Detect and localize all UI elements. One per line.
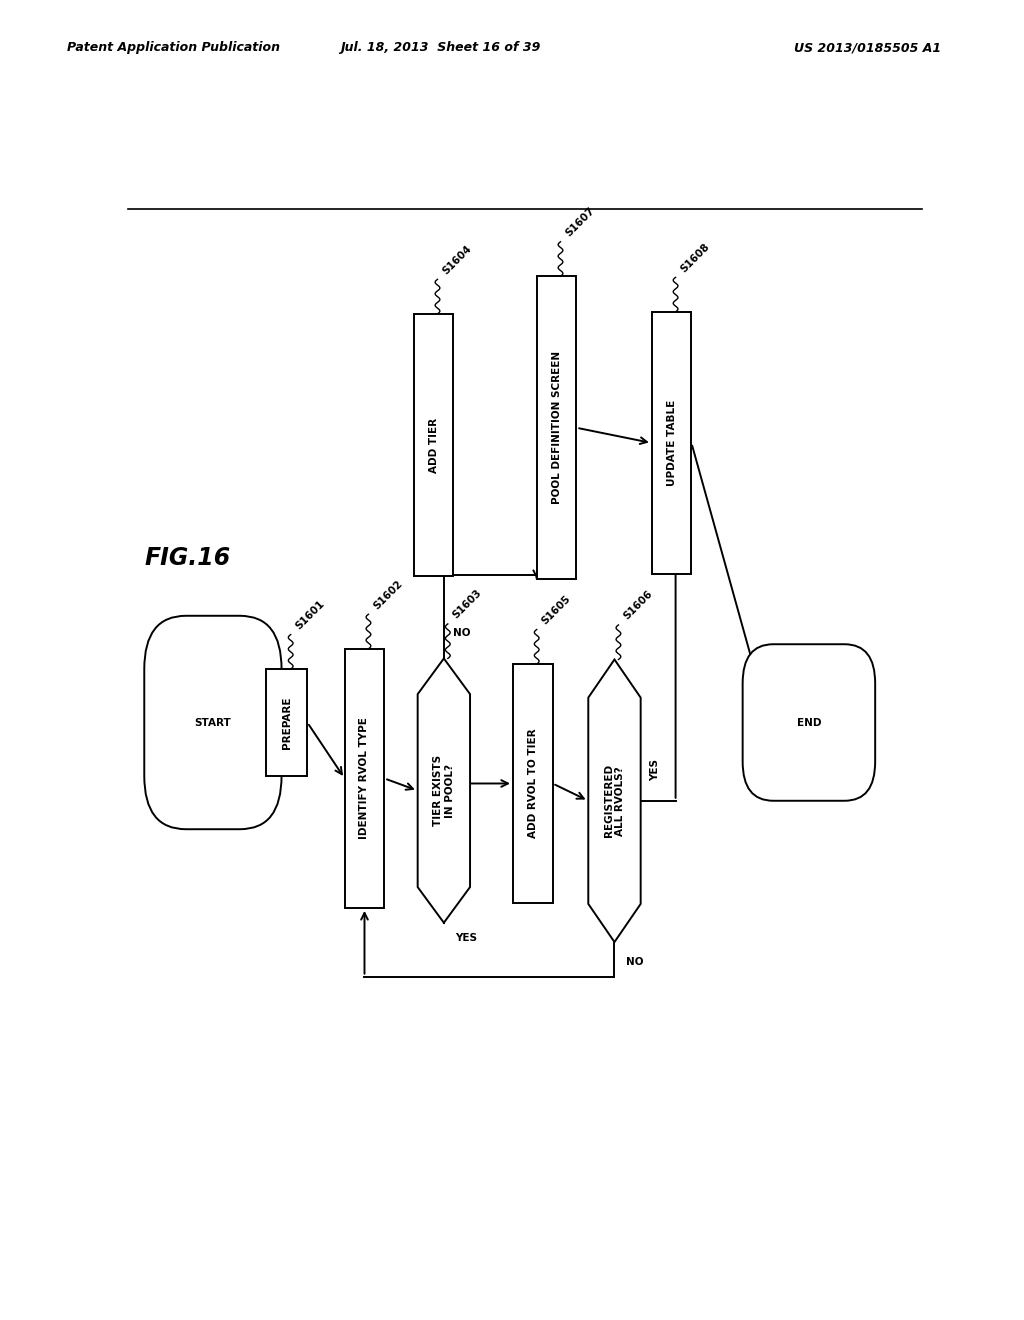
Text: TIER EXISTS
IN POOL?: TIER EXISTS IN POOL?	[433, 755, 455, 826]
Bar	[414, 314, 454, 576]
Text: POOL DEFINITION SCREEN: POOL DEFINITION SCREEN	[552, 351, 561, 504]
Bar	[345, 649, 384, 908]
Text: ADD RVOL TO TIER: ADD RVOL TO TIER	[527, 729, 538, 838]
Text: Jul. 18, 2013  Sheet 16 of 39: Jul. 18, 2013 Sheet 16 of 39	[340, 41, 541, 54]
Bar	[513, 664, 553, 903]
Bar	[537, 276, 577, 579]
Text: Patent Application Publication: Patent Application Publication	[67, 41, 280, 54]
Polygon shape	[588, 660, 641, 942]
Text: S1604: S1604	[440, 243, 474, 276]
Text: REGISTERED
ALL RVOLS?: REGISTERED ALL RVOLS?	[604, 764, 626, 837]
Text: YES: YES	[650, 759, 659, 781]
Text: START: START	[195, 718, 231, 727]
Text: S1608: S1608	[679, 242, 712, 275]
Bar	[266, 669, 307, 776]
Text: FIG.16: FIG.16	[144, 546, 230, 570]
FancyBboxPatch shape	[742, 644, 876, 801]
Text: NO: NO	[626, 957, 643, 968]
Text: YES: YES	[455, 933, 477, 942]
Text: S1602: S1602	[372, 578, 404, 611]
Polygon shape	[418, 659, 470, 923]
Text: S1601: S1601	[294, 599, 327, 631]
Text: END: END	[797, 718, 821, 727]
Text: S1606: S1606	[622, 589, 654, 622]
Text: IDENTIFY RVOL TYPE: IDENTIFY RVOL TYPE	[359, 718, 370, 840]
FancyBboxPatch shape	[144, 615, 282, 829]
Text: UPDATE TABLE: UPDATE TABLE	[667, 400, 677, 486]
Text: PREPARE: PREPARE	[282, 696, 292, 748]
Text: S1605: S1605	[540, 594, 572, 627]
Text: ADD TIER: ADD TIER	[428, 417, 438, 473]
Text: US 2013/0185505 A1: US 2013/0185505 A1	[794, 41, 941, 54]
Text: S1607: S1607	[563, 206, 597, 239]
Text: NO: NO	[453, 628, 470, 638]
Bar	[652, 312, 691, 574]
Text: S1603: S1603	[451, 587, 484, 620]
